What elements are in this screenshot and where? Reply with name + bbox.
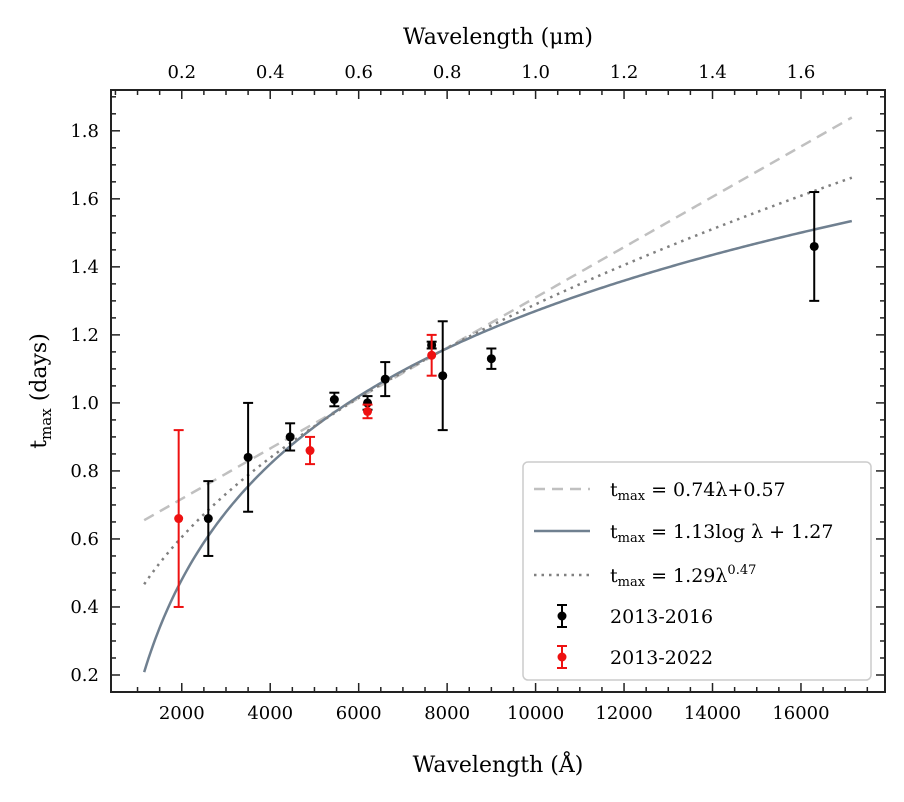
data-marker	[329, 395, 339, 405]
data-marker	[438, 371, 448, 381]
fit-line-linear	[143, 116, 853, 522]
legend-label-series: 2013-2016	[610, 606, 713, 628]
legend-label-linear: tmax = 0.74λ+0.57	[610, 479, 786, 504]
top-tick-label: 0.4	[256, 62, 285, 83]
data-points	[173, 191, 820, 608]
data-point	[285, 422, 296, 452]
legend-marker	[557, 652, 567, 662]
y-axis-title-main: t	[27, 440, 52, 449]
y-tick-label: 1.4	[70, 257, 99, 278]
data-marker	[305, 446, 315, 456]
fit-line-power	[143, 176, 853, 585]
data-marker	[203, 514, 213, 524]
data-point	[243, 401, 254, 513]
plot-frame	[110, 89, 886, 693]
y-tick-label: 0.8	[70, 461, 99, 482]
y-axis-title-rest: (days)	[27, 333, 52, 408]
x-tick-label: 14000	[684, 703, 741, 724]
top-axis-title: Wavelength (μm)	[403, 25, 593, 50]
x-tick-label: 10000	[507, 703, 564, 724]
y-tick-label: 1.2	[70, 325, 99, 346]
data-point	[809, 191, 820, 302]
data-marker	[174, 514, 184, 524]
legend-box	[522, 461, 872, 681]
x-tick-label: 16000	[772, 703, 829, 724]
y-axis-title-sub: max	[37, 408, 55, 440]
y-tick-label: 0.6	[70, 529, 99, 550]
data-point	[486, 347, 497, 370]
legend-label-series: 2013-2022	[610, 647, 713, 669]
data-point	[426, 333, 437, 377]
legend-label-power: tmax = 1.29λ0.47	[610, 563, 756, 590]
y-tick-label: 1.0	[70, 393, 99, 414]
data-point	[329, 391, 340, 408]
y-tick-label: 1.8	[70, 121, 99, 142]
top-tick-label: 1.2	[610, 62, 639, 83]
data-marker	[809, 241, 819, 251]
legend-label-log: tmax = 1.13log λ + 1.27	[610, 521, 833, 546]
top-tick-label: 0.2	[167, 62, 196, 83]
top-tick-label: 1.4	[698, 62, 727, 83]
data-point	[173, 429, 184, 608]
fit-line-log	[142, 219, 853, 673]
data-point	[380, 361, 391, 398]
top-tick-label: 0.8	[433, 62, 462, 83]
data-marker	[243, 452, 253, 462]
legend-marker	[557, 611, 567, 621]
x-tick-label: 8000	[424, 703, 470, 724]
data-point	[362, 403, 373, 420]
top-tick-label: 0.6	[344, 62, 373, 83]
y-axis-title: tmax (days)	[27, 333, 55, 449]
data-marker	[486, 354, 496, 364]
fit-curves	[142, 116, 853, 673]
data-point	[437, 320, 448, 432]
x-tick-label: 12000	[595, 703, 652, 724]
top-tick-label: 1.6	[787, 62, 816, 83]
y-tick-label: 0.4	[70, 597, 99, 618]
y-tick-label: 1.6	[70, 189, 99, 210]
x-tick-label: 2000	[159, 703, 205, 724]
data-marker	[380, 374, 390, 384]
top-tick-label: 1.0	[521, 62, 550, 83]
data-point	[203, 480, 214, 557]
x-axis-title: Wavelength (Å)	[413, 750, 584, 778]
x-tick-label: 4000	[247, 703, 293, 724]
y-tick-label: 0.2	[70, 665, 99, 686]
data-point	[305, 435, 316, 466]
data-marker	[285, 432, 295, 442]
data-marker	[427, 350, 437, 360]
legend: tmax = 0.74λ+0.57 tmax = 1.13log λ + 1.27…	[522, 461, 872, 681]
x-tick-label: 6000	[336, 703, 382, 724]
data-marker	[363, 406, 373, 416]
